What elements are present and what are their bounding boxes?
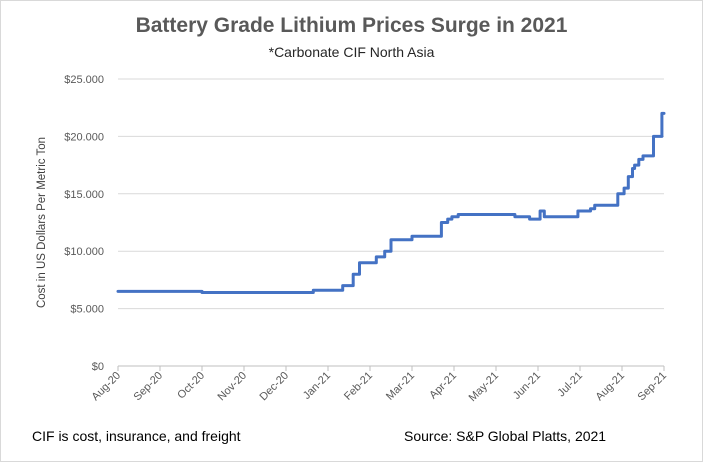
series-line [116, 111, 666, 294]
x-tick-label: Aug-21 [594, 370, 628, 404]
y-tick-label: $0 [92, 361, 104, 373]
y-tick-label: $15.000 [64, 189, 104, 201]
x-tick-label: Jan-21 [301, 370, 333, 402]
x-tick-label: Apr-21 [427, 370, 459, 402]
x-axis-ticks: Aug-20 Sep-20 Oct-20 Nov-20 Dec-20 Jan-21 Feb-… [90, 370, 670, 404]
x-tick-label: Sep-20 [132, 370, 166, 404]
x-tick-label: Jul-21 [555, 370, 585, 400]
x-tick-label: Aug-20 [90, 370, 124, 404]
x-tick-label: May-21 [467, 370, 501, 404]
footnote: CIF is cost, insurance, and freight [32, 428, 241, 444]
y-axis-ticks: $0 $5.000 $10.000 $15.000 $20.000 $25.000 [64, 74, 104, 373]
x-tick-label: Mar-21 [384, 370, 417, 403]
y-tick-label: $10.000 [64, 246, 104, 258]
y-tick-label: $20.000 [64, 131, 104, 143]
x-axis [117, 365, 665, 371]
y-axis-label: Cost in US Dollars Per Metric Ton [36, 137, 48, 308]
chart-subtitle: *Carbonate CIF North Asia [268, 44, 435, 60]
x-tick-label: Oct-20 [175, 370, 207, 402]
series-lines [116, 111, 666, 294]
x-tick-label: Sep-21 [636, 370, 670, 404]
x-tick-label: Dec-20 [258, 370, 292, 404]
y-tick-label: $5.000 [70, 304, 104, 316]
x-tick-label: Jun-21 [511, 370, 543, 402]
y-tick-label: $25.000 [64, 74, 104, 86]
x-tick-label: Nov-20 [216, 370, 250, 404]
x-tick-label: Feb-21 [342, 370, 375, 403]
source-note: Source: S&P Global Platts, 2021 [404, 428, 607, 444]
gridlines [118, 78, 664, 310]
chart-title: Battery Grade Lithium Prices Surge in 20… [135, 14, 568, 37]
